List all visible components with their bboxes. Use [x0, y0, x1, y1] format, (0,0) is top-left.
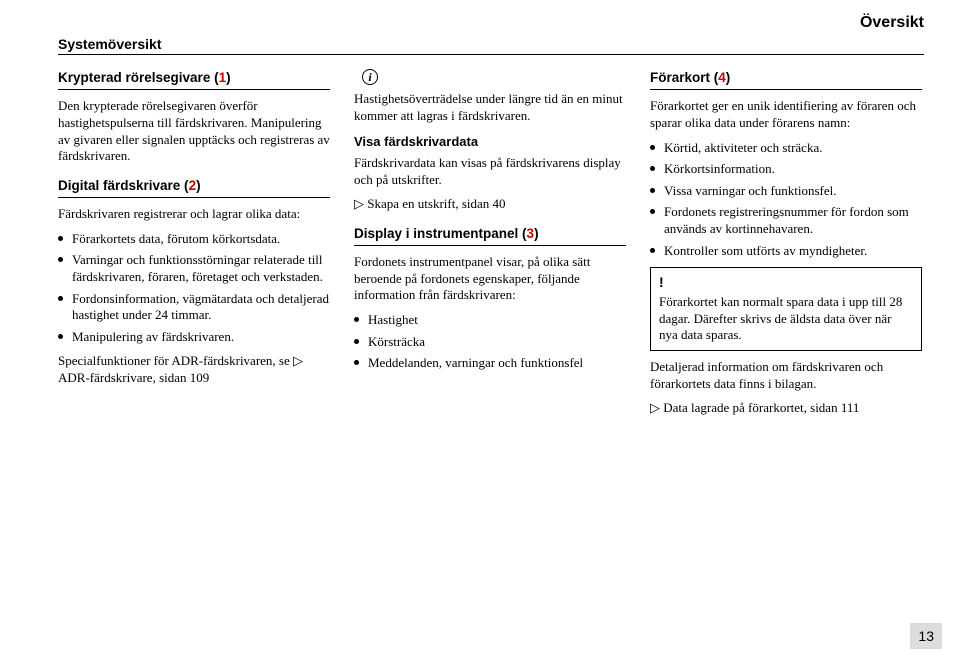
- page-number: 13: [910, 623, 942, 649]
- note-box: ! Förarkortet kan normalt spara data i u…: [650, 267, 922, 351]
- para: Förarkortet ger en unik identifiering av…: [650, 98, 922, 131]
- column-2: i Hastighetsöverträdelse under längre ti…: [354, 69, 626, 425]
- page-subtitle: Systemöversikt: [58, 36, 924, 52]
- para: Detaljerad information om färdskrivaren …: [650, 359, 922, 392]
- para: Fordonets instrumentpanel visar, på olik…: [354, 254, 626, 304]
- corner-title: Översikt: [860, 14, 924, 32]
- h-text: Krypterad rörelsegivare (: [58, 70, 219, 85]
- list-item: Kontroller som utförts av myndigheter.: [650, 243, 922, 260]
- list-item: Varningar och funktionsstörningar relate…: [58, 252, 330, 285]
- text: Data lagrade på förarkortet, sidan 111: [660, 400, 859, 415]
- bullet-list: Körtid, aktiviteter och sträcka. Körkort…: [650, 140, 922, 260]
- content-columns: Krypterad rörelsegivare (1) Den kryptera…: [58, 69, 924, 425]
- triangle-icon: ▷: [293, 353, 303, 368]
- list-item: Körkortsinformation.: [650, 161, 922, 178]
- para-crossref: ▷ Skapa en utskrift, sidan 40: [354, 196, 626, 213]
- subheading-show-data: Visa färdskrivardata: [354, 134, 626, 151]
- text: Skapa en utskrift, sidan 40: [364, 196, 506, 211]
- list-item: Förarkortets data, förutom körkortsdata.: [58, 231, 330, 248]
- h-number: 3: [527, 226, 535, 241]
- h-text-post: ): [226, 70, 231, 85]
- section-heading-sensor: Krypterad rörelsegivare (1): [58, 69, 330, 90]
- h-text: Digital färdskrivare (: [58, 178, 189, 193]
- column-3: Förarkort (4) Förarkortet ger en unik id…: [650, 69, 922, 425]
- list-item: Fordonets registreringsnummer för fordon…: [650, 204, 922, 237]
- list-item: Hastighet: [354, 312, 626, 329]
- bullet-list: Hastighet Körsträcka Meddelanden, varnin…: [354, 312, 626, 372]
- list-item: Fordonsinformation, vägmätardata och det…: [58, 291, 330, 324]
- list-item: Körtid, aktiviteter och sträcka.: [650, 140, 922, 157]
- section-heading-tachograph: Digital färdskrivare (2): [58, 177, 330, 198]
- h-number: 1: [219, 70, 227, 85]
- h-text: Display i instrumentpanel (: [354, 226, 527, 241]
- list-item: Vissa varningar och funktionsfel.: [650, 183, 922, 200]
- h-text: Förarkort (: [650, 70, 718, 85]
- h-text-post: ): [196, 178, 201, 193]
- h-number: 4: [718, 70, 726, 85]
- section-heading-drivercard: Förarkort (4): [650, 69, 922, 90]
- para-crossref: Specialfunktioner för ADR-färdskrivaren,…: [58, 353, 330, 386]
- h-text-post: ): [726, 70, 731, 85]
- triangle-icon: ▷: [650, 400, 660, 415]
- text: Specialfunktioner för ADR-färdskrivaren,…: [58, 353, 293, 368]
- info-icon: i: [362, 69, 378, 85]
- exclamation-icon: !: [659, 274, 913, 292]
- list-item: Meddelanden, varningar och funktionsfel: [354, 355, 626, 372]
- h-number: 2: [189, 178, 197, 193]
- note-text: Förarkortet kan normalt spara data i upp…: [659, 294, 902, 342]
- list-item: Manipulering av färdskrivaren.: [58, 329, 330, 346]
- para: Färdskrivardata kan visas på färdskrivar…: [354, 155, 626, 188]
- text: ADR-färdskrivare, sidan 109: [58, 370, 209, 385]
- column-1: Krypterad rörelsegivare (1) Den kryptera…: [58, 69, 330, 425]
- para: Hastighetsöverträdelse under längre tid …: [354, 91, 626, 124]
- para: Färdskrivaren registrerar och lagrar oli…: [58, 206, 330, 223]
- triangle-icon: ▷: [354, 196, 364, 211]
- h-text-post: ): [534, 226, 539, 241]
- para: Den krypterade rörelsegivaren överför ha…: [58, 98, 330, 165]
- bullet-list: Förarkortets data, förutom körkortsdata.…: [58, 231, 330, 346]
- para-crossref: ▷ Data lagrade på förarkortet, sidan 111: [650, 400, 922, 417]
- top-rule: [58, 54, 924, 55]
- section-heading-display: Display i instrumentpanel (3): [354, 225, 626, 246]
- list-item: Körsträcka: [354, 334, 626, 351]
